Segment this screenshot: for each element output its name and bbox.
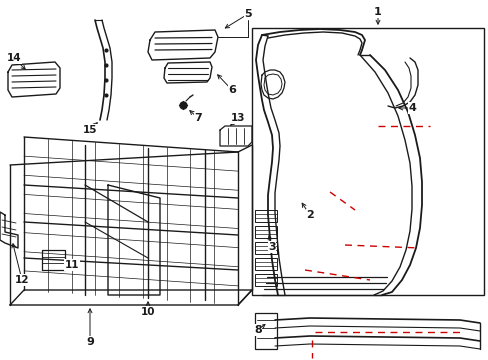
Text: 9: 9 [86,337,94,347]
Text: 1: 1 [373,7,381,17]
Text: 7: 7 [194,113,202,123]
Bar [254,313,276,349]
Text: 6: 6 [227,85,235,95]
Text: 15: 15 [82,125,97,135]
Text: 12: 12 [15,275,29,285]
Text: 13: 13 [230,113,245,123]
Text: 14: 14 [7,53,21,63]
Bar [254,258,276,270]
Bar [251,28,483,295]
Text: 8: 8 [254,325,262,335]
Bar [254,210,276,222]
Text: 4: 4 [407,103,415,113]
Text: 10: 10 [141,307,155,317]
Bar [254,242,276,254]
Text: 2: 2 [305,210,313,220]
Text: 5: 5 [244,9,251,19]
Bar [254,274,276,286]
Bar [254,226,276,238]
Text: 11: 11 [64,260,79,270]
Text: 3: 3 [267,242,275,252]
